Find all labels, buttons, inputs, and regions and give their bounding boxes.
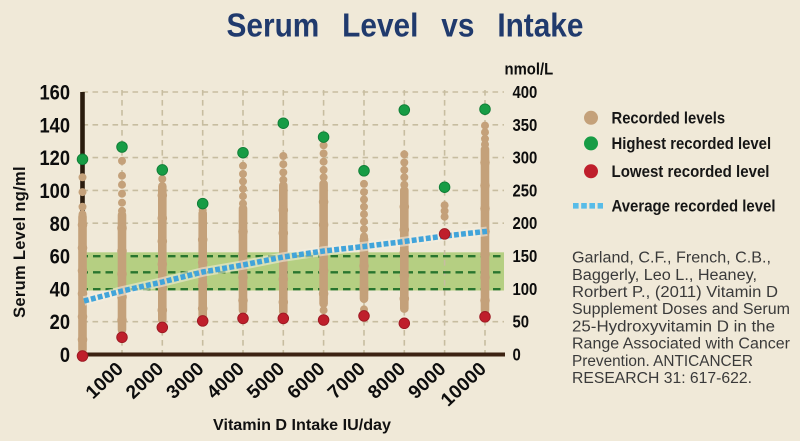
svg-text:Garland, C.F., French, C.B.,: Garland, C.F., French, C.B., — [572, 250, 771, 267]
svg-text:400: 400 — [513, 83, 538, 102]
svg-text:160: 160 — [40, 81, 70, 105]
svg-text:200: 200 — [513, 214, 538, 233]
svg-text:300: 300 — [513, 149, 538, 168]
svg-text:0: 0 — [60, 344, 70, 368]
svg-text:Baggerly, Leo L., Heaney,: Baggerly, Leo L., Heaney, — [572, 267, 757, 284]
svg-text:nmol/L: nmol/L — [505, 61, 554, 79]
svg-text:140: 140 — [40, 114, 70, 138]
svg-text:150: 150 — [513, 247, 538, 266]
svg-text:40: 40 — [50, 278, 70, 302]
svg-text:Serum Level ng/ml: Serum Level ng/ml — [11, 166, 29, 318]
svg-text:Highest recorded level: Highest recorded level — [612, 135, 772, 153]
svg-text:350: 350 — [513, 116, 538, 135]
svg-text:Rorbert P., (2011) Vitamin D: Rorbert P., (2011) Vitamin D — [572, 284, 778, 301]
svg-text:120: 120 — [40, 147, 70, 171]
svg-text:Recorded levels: Recorded levels — [612, 110, 726, 128]
svg-text:Serum Level vs Intake: Serum Level vs Intake — [227, 6, 584, 44]
svg-text:25-Hydroxyvitamin D in the: 25-Hydroxyvitamin D in the — [572, 318, 775, 335]
svg-text:Lowest recorded level: Lowest recorded level — [612, 163, 770, 181]
svg-text:Range Associated with Cancer: Range Associated with Cancer — [572, 336, 790, 353]
svg-text:60: 60 — [50, 245, 70, 269]
svg-text:Supplement Doses and Serum: Supplement Doses and Serum — [572, 301, 790, 318]
svg-text:0: 0 — [513, 345, 521, 364]
svg-text:Vitamin D Intake IU/day: Vitamin D Intake IU/day — [213, 417, 391, 434]
svg-text:250: 250 — [513, 181, 538, 200]
svg-text:80: 80 — [50, 212, 70, 236]
svg-text:20: 20 — [50, 311, 70, 335]
svg-text:100: 100 — [513, 280, 538, 299]
svg-text:Prevention. ANTICANCER: Prevention. ANTICANCER — [572, 353, 753, 370]
svg-text:RESEARCH 31: 617-622.: RESEARCH 31: 617-622. — [572, 370, 752, 387]
svg-text:50: 50 — [513, 313, 530, 332]
svg-text:100: 100 — [40, 180, 70, 204]
svg-text:Average recorded level: Average recorded level — [612, 198, 776, 216]
